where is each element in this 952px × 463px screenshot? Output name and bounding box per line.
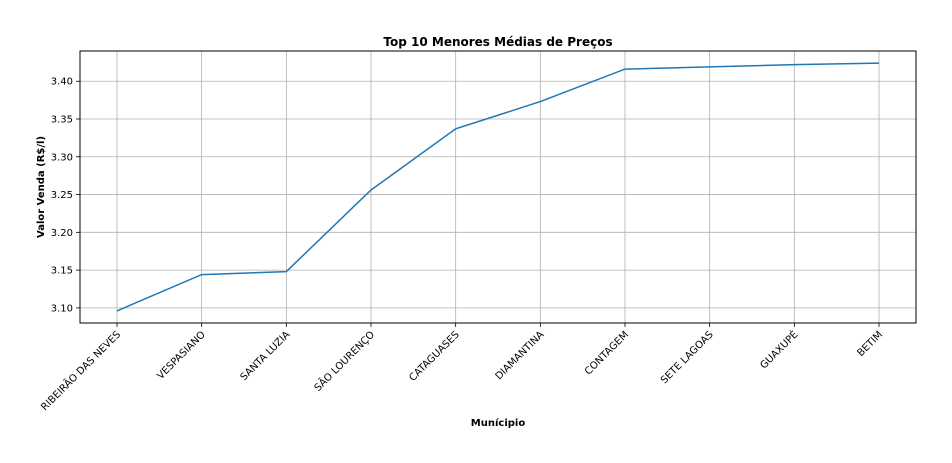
y-tick-label: 3.35	[51, 115, 73, 126]
x-tick-label: BETIM	[856, 329, 886, 359]
data-points	[116, 62, 881, 313]
data-point	[370, 189, 373, 192]
y-tick-label: 3.15	[51, 266, 73, 277]
plot-area	[79, 50, 917, 324]
x-tick-label: GUAXUPÉ	[757, 328, 800, 371]
x-tick-label: CATAGUASES	[407, 329, 461, 383]
y-tick-label: 3.30	[51, 152, 73, 163]
data-point	[116, 309, 119, 312]
x-tick-label: RIBEIRÃO DAS NEVES	[38, 328, 123, 413]
x-axis-label: Munícipio	[471, 417, 526, 429]
x-tick-label: SÃO LOURENÇO	[311, 328, 377, 394]
data-point	[793, 63, 796, 66]
x-tick-label: VESPASIANO	[155, 329, 208, 382]
x-tick-label: SETE LAGOAS	[659, 329, 716, 386]
data-point	[539, 100, 542, 103]
data-point	[285, 270, 288, 273]
chart-title: Top 10 Menores Médias de Preços	[383, 35, 612, 49]
y-tick-label: 3.40	[51, 77, 73, 88]
grid-lines	[80, 51, 916, 323]
series-line	[116, 62, 880, 312]
data-point	[878, 62, 881, 65]
y-axis: 3.10 3.15 3.20 3.25 3.30 3.35 3.40	[51, 77, 80, 314]
y-axis-label: Valor Venda (R$/l)	[36, 136, 47, 238]
data-point	[624, 68, 627, 71]
x-tick-label: DIAMANTINA	[494, 329, 547, 382]
x-tick-label: CONTAGEM	[583, 329, 631, 377]
data-point	[708, 65, 711, 68]
x-tick-label: SANTA LUZIA	[239, 329, 293, 383]
data-point	[454, 127, 457, 130]
y-tick-label: 3.10	[51, 303, 73, 314]
y-tick-label: 3.20	[51, 228, 73, 239]
x-axis: RIBEIRÃO DAS NEVES VESPASIANO SANTA LUZIA S…	[38, 323, 885, 413]
y-tick-label: 3.25	[51, 190, 73, 201]
data-point	[200, 273, 203, 276]
